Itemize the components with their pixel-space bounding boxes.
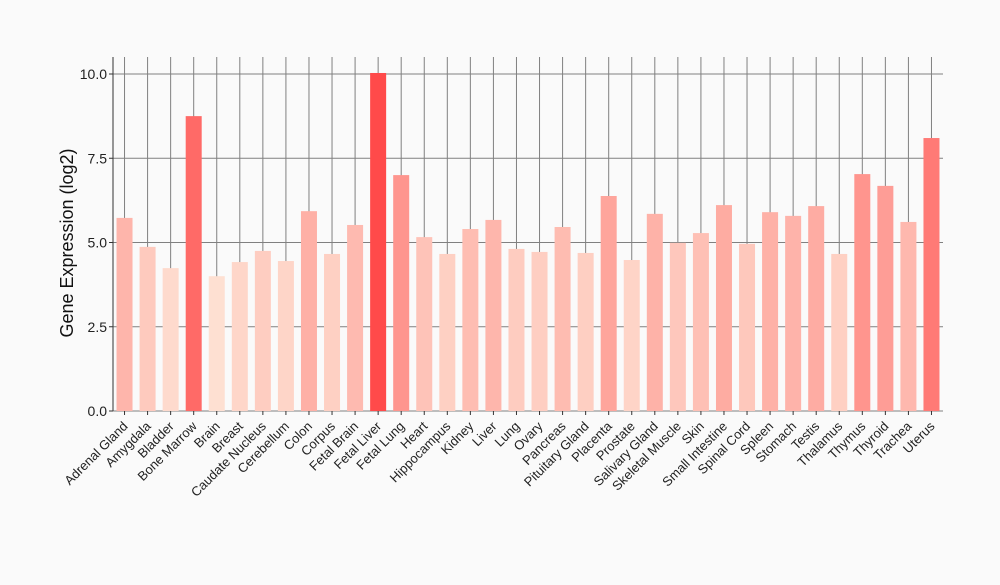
bar-testis[interactable] <box>808 206 825 411</box>
bar-fetal-lung[interactable] <box>393 175 410 411</box>
y-axis: 0.0 2.5 5.0 7.5 10.0 <box>80 57 114 419</box>
bar-spleen[interactable] <box>762 212 779 411</box>
bar-colon[interactable] <box>300 211 317 411</box>
bar-fetal-liver[interactable] <box>370 72 387 411</box>
y-axis-label: Gene Expression (log2) <box>57 148 77 337</box>
y-tick-label: 7.5 <box>88 150 108 166</box>
bar-skin[interactable] <box>692 233 709 411</box>
bar-hippocampus[interactable] <box>439 253 456 411</box>
bar-amygdala[interactable] <box>139 246 156 411</box>
bar-kidney[interactable] <box>462 229 479 411</box>
bar-small-intestine[interactable] <box>715 205 732 411</box>
y-tick-label: 5.0 <box>88 235 108 251</box>
bar-lung[interactable] <box>508 248 525 411</box>
bar-trachea[interactable] <box>900 221 917 411</box>
bar-heart[interactable] <box>416 237 433 411</box>
y-tick-label: 0.0 <box>88 403 108 419</box>
bar-spinal-cord[interactable] <box>739 243 756 411</box>
bar-fetal-brain[interactable] <box>347 224 364 411</box>
bar-uterus[interactable] <box>923 138 940 411</box>
bar-bladder[interactable] <box>162 268 179 411</box>
bar-thyroid[interactable] <box>877 185 894 411</box>
bar-thymus[interactable] <box>854 174 871 411</box>
bar-brain[interactable] <box>208 276 225 411</box>
bar-placenta[interactable] <box>600 195 617 411</box>
bar-prostate[interactable] <box>623 260 640 411</box>
x-tick-label: Liver <box>469 418 500 449</box>
bar-ovary[interactable] <box>531 251 548 411</box>
bar-salivary-gland[interactable] <box>646 213 663 411</box>
bar-thalamus[interactable] <box>831 253 848 411</box>
bar-pancreas[interactable] <box>554 226 571 411</box>
bar-pituitary-gland[interactable] <box>577 252 594 411</box>
bar-bone-marrow[interactable] <box>185 116 202 411</box>
bar-corpus[interactable] <box>324 253 341 411</box>
bar-stomach[interactable] <box>785 215 802 411</box>
bar-liver[interactable] <box>485 219 502 411</box>
bar-cerebellum[interactable] <box>277 261 294 411</box>
bar-skeletal-muscle[interactable] <box>669 242 686 411</box>
bar-caudate-nucleus[interactable] <box>254 250 271 411</box>
bars <box>116 72 940 411</box>
y-tick-label: 10.0 <box>80 66 107 82</box>
bar-breast[interactable] <box>231 262 248 411</box>
bar-adrenal-gland[interactable] <box>116 217 133 411</box>
y-tick-label: 2.5 <box>88 319 108 335</box>
